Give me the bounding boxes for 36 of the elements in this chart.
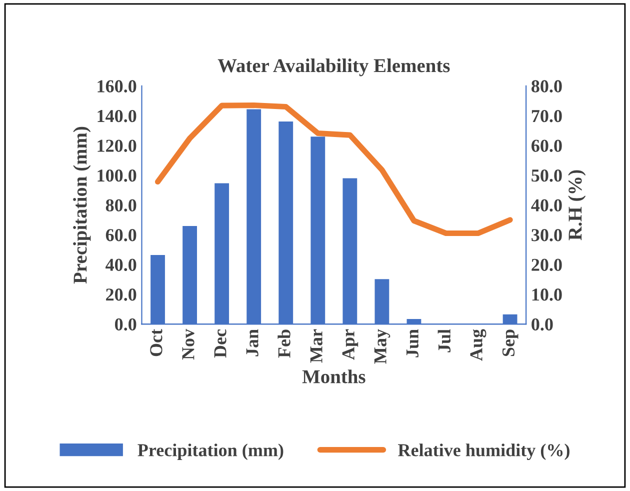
y-tick-label: 120.0 xyxy=(98,140,136,152)
legend-label: Relative humidity (%) xyxy=(398,444,570,460)
y-tick-label: 100.0 xyxy=(98,169,136,182)
x-tick-label: Sep xyxy=(502,330,518,356)
y2-tick-label: 20.0 xyxy=(532,258,562,272)
x-tick-label: Mar xyxy=(310,329,322,363)
y-tick-label: 140.0 xyxy=(98,110,136,122)
x-tick-label: Aug xyxy=(470,329,486,361)
y2-tick-label: 60.0 xyxy=(532,140,562,152)
x-tick-label: Jan xyxy=(246,329,258,356)
x-tick-label: May xyxy=(374,329,390,364)
y-tick-label: 20.0 xyxy=(106,288,136,301)
x-axis-title: Months xyxy=(302,370,366,384)
x-tick-label: Oct xyxy=(150,329,162,356)
y-tick-label: 40.0 xyxy=(106,258,136,272)
y-tick-label: 60.0 xyxy=(106,229,136,242)
y-tick-label: 80.0 xyxy=(106,199,136,212)
y2-tick-label: 50.0 xyxy=(532,169,562,182)
y-axis-title: Precipitation (mm) xyxy=(73,126,91,284)
x-tick-label: Apr xyxy=(342,329,358,360)
y2-tick-label: 0.0 xyxy=(532,318,553,331)
x-tick-label: Nov xyxy=(182,328,194,360)
x-tick-label: Jul xyxy=(438,329,451,352)
chart-title: Water Availability Elements xyxy=(218,58,450,76)
y2-tick-label: 40.0 xyxy=(531,199,562,212)
y2-axis-title: R.H (%) xyxy=(568,170,586,240)
y2-tick-label: 80.0 xyxy=(532,80,562,92)
y2-tick-label: 10.0 xyxy=(532,288,562,301)
x-tick-label: Dec xyxy=(214,329,226,358)
y2-tick-label: 70.0 xyxy=(532,110,562,122)
y-tick-label: 160.0 xyxy=(98,80,136,92)
y2-tick-label: 30.0 xyxy=(532,229,562,242)
legend-label: Precipitation (mm) xyxy=(138,444,284,460)
y-tick-label: 0.0 xyxy=(115,318,136,331)
x-tick-label: Jun xyxy=(406,329,419,358)
x-tick-label: Feb xyxy=(278,330,290,358)
